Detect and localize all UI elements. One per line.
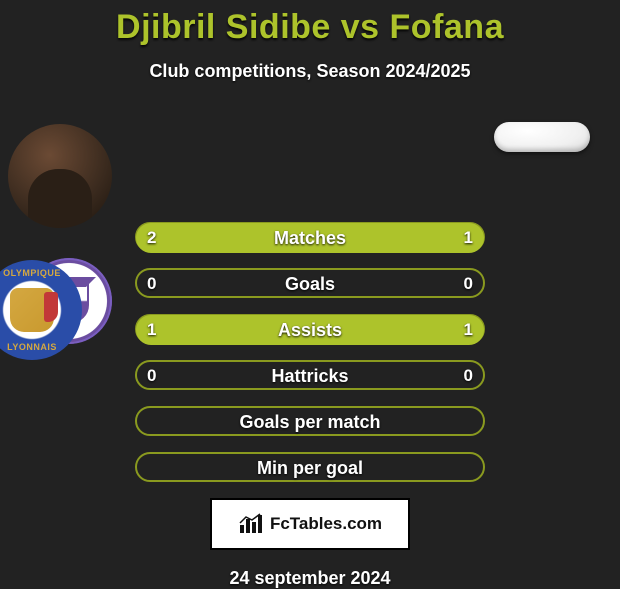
bar-value-right: 1: [464, 224, 473, 252]
comparison-bars: Matches21Goals00Assists11Hattricks00Goal…: [0, 222, 620, 482]
bar-track: Matches2 1: [135, 222, 485, 252]
bar-row: Hattricks0 0: [0, 360, 620, 390]
brand-badge: FcTables.com: [210, 498, 410, 550]
bar-value-left: 0: [147, 362, 156, 390]
bar-label: Assists: [137, 316, 483, 344]
bar-label: Hattricks: [137, 362, 483, 390]
bar-row: Assists1 1: [0, 314, 620, 344]
bar-track: Min per goal: [135, 452, 485, 482]
bar-track: Goals0 0: [135, 268, 485, 298]
bar-track: Goals per match: [135, 406, 485, 436]
bar-row: Goals per match: [0, 406, 620, 436]
bar-value-left: 1: [147, 316, 156, 344]
subtitle: Club competitions, Season 2024/2025: [0, 61, 620, 82]
player-avatar-right: [494, 122, 590, 152]
brand-chart-icon: [238, 513, 264, 535]
bar-value-right: 1: [464, 316, 473, 344]
bar-row: Min per goal: [0, 452, 620, 482]
bar-value-right: 0: [464, 270, 473, 298]
brand-text: FcTables.com: [270, 514, 382, 534]
bar-label: Goals per match: [137, 408, 483, 436]
bar-label: Min per goal: [137, 454, 483, 482]
bar-label: Goals: [137, 270, 483, 298]
bar-row: Goals0 0: [0, 268, 620, 298]
bar-track: Assists1 1: [135, 314, 485, 344]
bar-value-left: 0: [147, 270, 156, 298]
bar-row: Matches2 1: [0, 222, 620, 252]
bar-track: Hattricks0 0: [135, 360, 485, 390]
bar-label: Matches: [137, 224, 483, 252]
bar-value-left: 2: [147, 224, 156, 252]
page-title: Djibril Sidibe vs Fofana: [0, 0, 620, 47]
player-avatar-left: [8, 124, 112, 228]
date-line: 24 september 2024: [0, 568, 620, 589]
bar-value-right: 0: [464, 362, 473, 390]
